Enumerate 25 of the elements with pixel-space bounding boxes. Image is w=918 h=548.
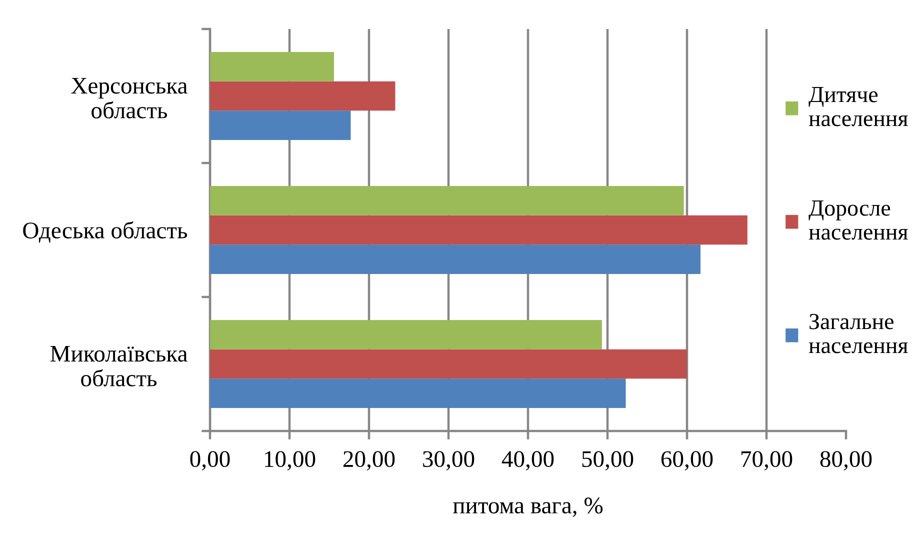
bar bbox=[210, 186, 684, 216]
bar bbox=[210, 52, 334, 82]
x-tick-label: 50,00 bbox=[582, 451, 634, 470]
bar bbox=[210, 215, 748, 245]
y-tick-label: Одеська область bbox=[23, 221, 188, 243]
bar bbox=[210, 244, 701, 274]
x-tick-label: 30,00 bbox=[423, 451, 474, 470]
x-tick-label: 70,00 bbox=[741, 451, 792, 470]
bar bbox=[210, 349, 687, 379]
x-axis-title: питома вага, % bbox=[453, 498, 603, 517]
legend-label: Доросле населення bbox=[808, 200, 908, 240]
x-tick-label: 0,00 bbox=[190, 451, 230, 470]
y-tick-label: Миколаївська область bbox=[50, 346, 188, 386]
bar bbox=[210, 378, 626, 408]
x-tick-label: 80,00 bbox=[820, 451, 872, 470]
x-tick-label: 40,00 bbox=[502, 451, 554, 470]
bar bbox=[210, 320, 602, 350]
x-tick-label: 20,00 bbox=[343, 451, 395, 470]
legend-label: Загальне населення bbox=[808, 314, 908, 354]
x-tick-label: 10,00 bbox=[265, 451, 316, 470]
x-tick-label: 60,00 bbox=[661, 451, 713, 470]
y-tick-label: Херсонська область bbox=[71, 78, 188, 118]
bar bbox=[210, 110, 351, 140]
legend-label: Дитяче населення bbox=[808, 87, 908, 126]
bar bbox=[210, 81, 396, 111]
